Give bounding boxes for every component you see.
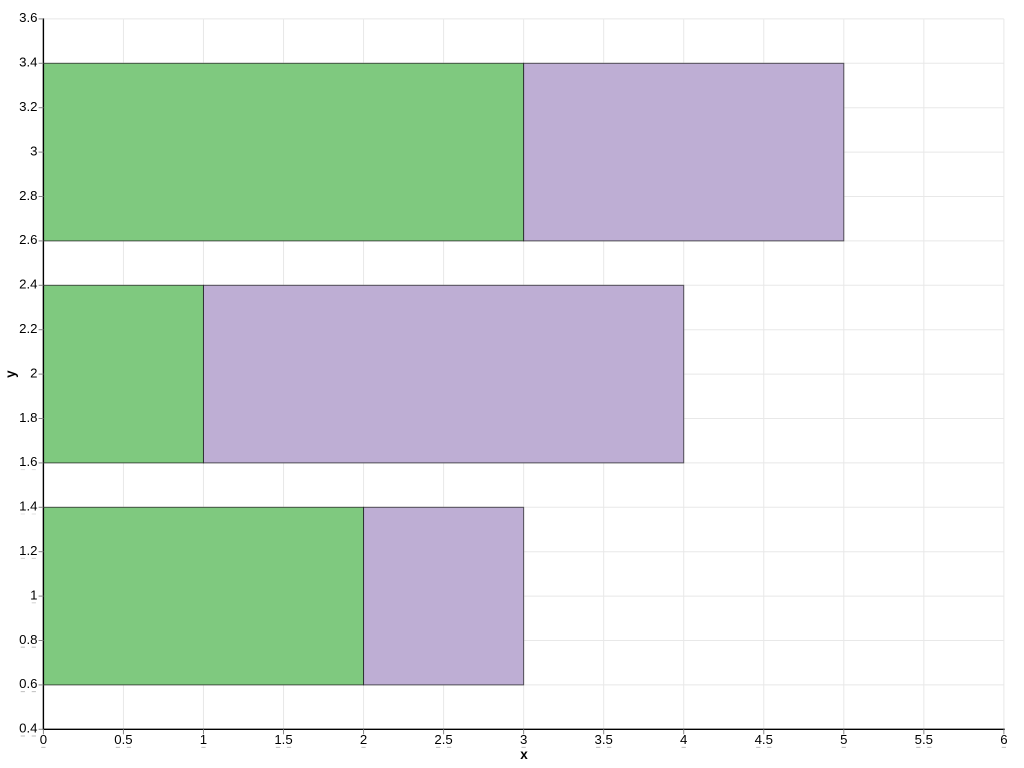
svg-text:0.4: 0.4 — [19, 721, 37, 736]
svg-text:1: 1 — [200, 732, 207, 747]
svg-text:2.6: 2.6 — [19, 232, 37, 247]
svg-text:4.5: 4.5 — [755, 732, 773, 747]
svg-text:2.8: 2.8 — [19, 188, 37, 203]
svg-text:0: 0 — [40, 732, 47, 747]
svg-text:2.5: 2.5 — [434, 732, 452, 747]
svg-text:0.5: 0.5 — [114, 732, 132, 747]
svg-text:3.4: 3.4 — [19, 55, 37, 70]
svg-text:1.8: 1.8 — [19, 410, 37, 425]
svg-text:4: 4 — [680, 732, 687, 747]
svg-text:3.5: 3.5 — [595, 732, 613, 747]
svg-text:6: 6 — [1000, 732, 1007, 747]
svg-text:1.2: 1.2 — [19, 543, 37, 558]
svg-text:3.6: 3.6 — [19, 10, 37, 25]
svg-text:2.4: 2.4 — [19, 277, 37, 292]
svg-text:2: 2 — [360, 732, 367, 747]
svg-text:0.8: 0.8 — [19, 632, 37, 647]
svg-text:2.2: 2.2 — [19, 321, 37, 336]
svg-text:1: 1 — [30, 587, 37, 602]
svg-text:5.5: 5.5 — [915, 732, 933, 747]
svg-text:3: 3 — [30, 143, 37, 158]
svg-text:1.4: 1.4 — [19, 499, 37, 514]
svg-text:5: 5 — [840, 732, 847, 747]
svg-text:1.5: 1.5 — [274, 732, 292, 747]
svg-text:3.2: 3.2 — [19, 99, 37, 114]
svg-text:2: 2 — [30, 365, 37, 380]
svg-text:1.6: 1.6 — [19, 454, 37, 469]
svg-text:3: 3 — [520, 732, 527, 747]
svg-text:y: y — [3, 370, 18, 378]
svg-text:x: x — [520, 747, 528, 762]
svg-text:0.6: 0.6 — [19, 676, 37, 691]
